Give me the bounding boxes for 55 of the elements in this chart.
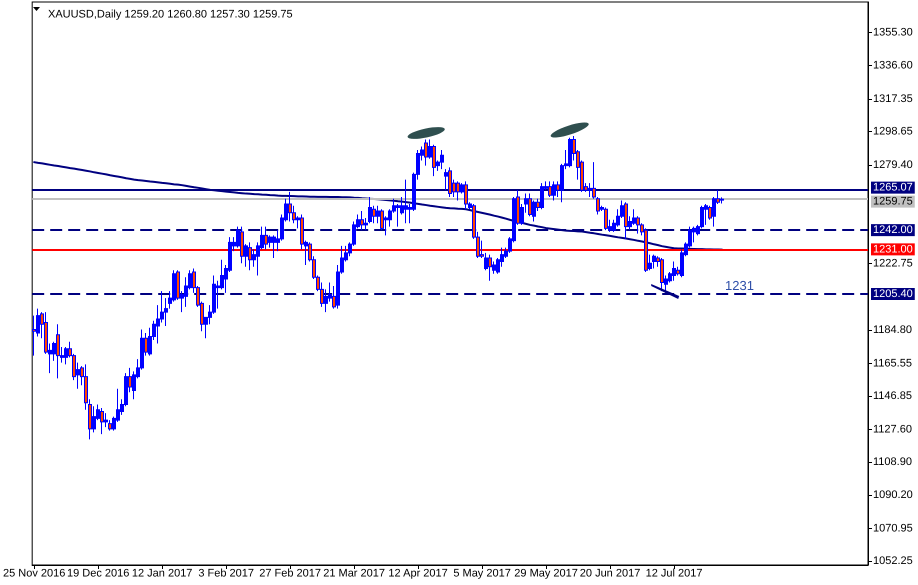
candlestick <box>288 191 292 222</box>
x-tick-label: 20 Jun 2017 <box>580 568 640 580</box>
candlestick <box>624 202 628 240</box>
text: 1231 <box>725 278 754 293</box>
x-tick-label: 12 Jul 2017 <box>646 568 702 580</box>
candlestick <box>360 210 364 231</box>
candlestick <box>568 137 572 168</box>
candlestick <box>548 180 552 198</box>
ref-line-label: 1242.00 <box>873 224 913 236</box>
x-tick-label: 5 May 2017 <box>453 568 511 580</box>
y-tick-label: 1355.30 <box>873 26 913 39</box>
x-tick-label: 19 Dec 2016 <box>66 568 130 580</box>
ref-line-label: 1231.00 <box>873 243 913 256</box>
candlestick <box>56 324 60 379</box>
x-tick-label: 29 May 2017 <box>514 568 578 580</box>
candlestick <box>540 182 544 210</box>
y-tick-label: 1052.25 <box>873 554 913 567</box>
y-tick-label: 1090.20 <box>873 488 913 501</box>
ref-line-label: 1265.07 <box>873 182 913 194</box>
candlestick <box>464 180 468 210</box>
y-tick-label: 1184.80 <box>873 324 912 336</box>
x-tick-label: 12 Apr 2017 <box>388 568 448 580</box>
candlestick <box>100 407 104 435</box>
x-tick-label: 21 Mar 2017 <box>323 568 385 580</box>
y-tick-label: 1298.65 <box>873 125 913 138</box>
candlestick <box>456 180 460 202</box>
candlestick <box>248 242 252 271</box>
candlestick <box>448 166 452 198</box>
y-tick-label: 1108.90 <box>873 456 912 468</box>
ref-line-label: 1259.75 <box>873 196 913 208</box>
ref-line-label: 1205.40 <box>873 288 913 300</box>
y-tick-label: 1146.85 <box>873 390 912 402</box>
candlestick <box>604 207 608 231</box>
candlestick <box>424 139 428 166</box>
candlestick <box>672 261 676 282</box>
x-tick-label: 27 Feb 2017 <box>259 568 322 580</box>
candlestick <box>440 149 444 170</box>
y-tick-label: 1279.40 <box>873 158 913 171</box>
y-tick-label: 1336.60 <box>873 59 913 72</box>
candlestick <box>264 226 268 250</box>
candlestick <box>552 180 556 202</box>
candlestick <box>240 226 244 264</box>
x-tick-label: 12 Jan 2017 <box>132 568 192 580</box>
y-tick-label: 1222.75 <box>873 258 913 270</box>
candlestick <box>652 254 656 270</box>
text: XAUUSD,Daily 1259.20 1260.80 1257.30 1259.75 <box>48 8 293 20</box>
candlestick <box>704 204 708 226</box>
y-tick-label: 1165.55 <box>873 357 912 370</box>
candlestick <box>404 179 408 224</box>
x-tick-label: 3 Feb 2017 <box>198 568 254 580</box>
y-tick-label: 1070.95 <box>873 522 913 534</box>
x-tick-label: 25 Nov 2016 <box>2 568 66 580</box>
y-tick-label: 1127.60 <box>873 424 912 436</box>
y-tick-label: 1317.35 <box>873 92 913 105</box>
candlestick <box>488 254 492 282</box>
